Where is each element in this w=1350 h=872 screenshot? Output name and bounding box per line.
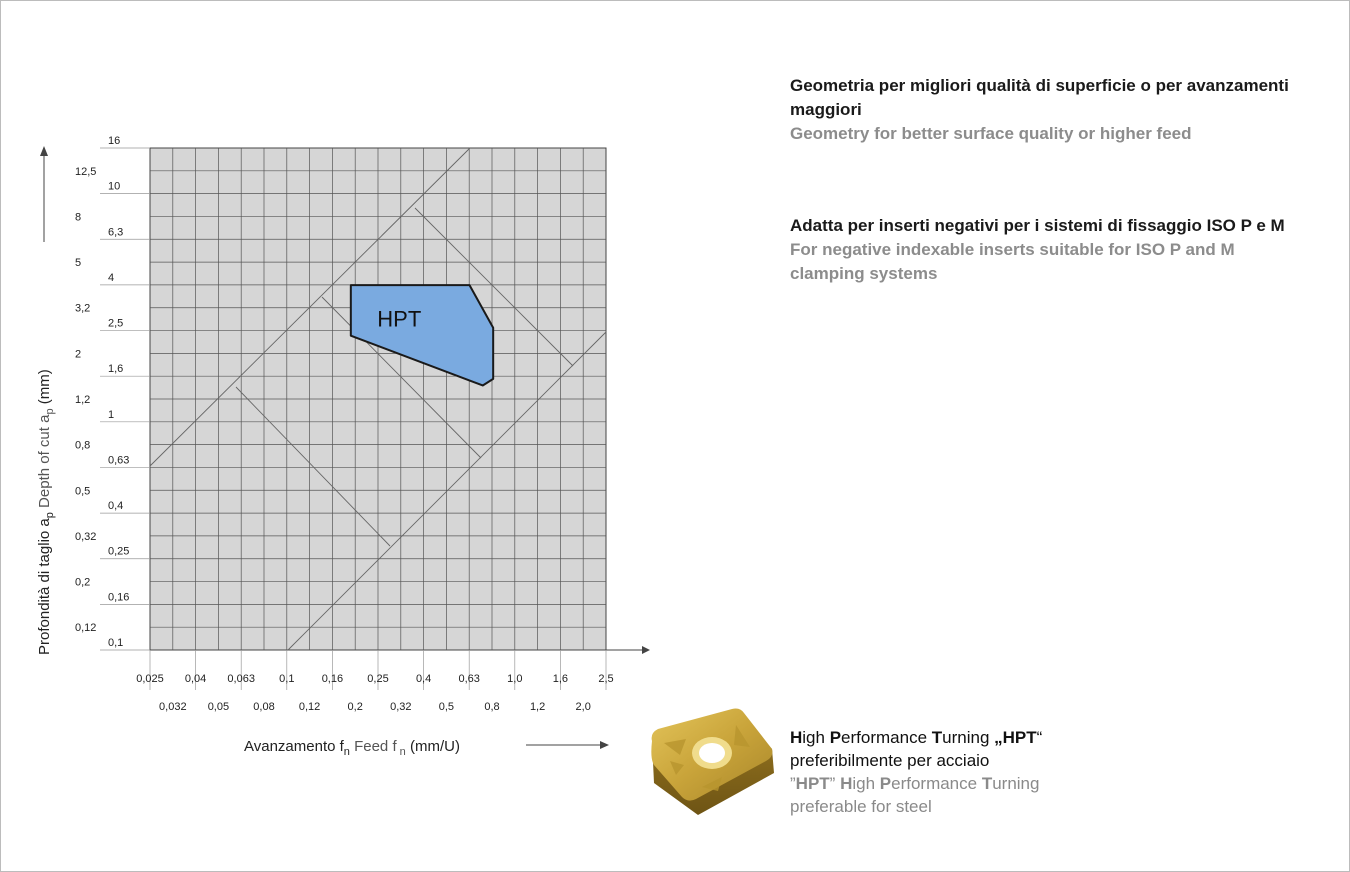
hpt-region-label: HPT — [377, 307, 421, 332]
y-tick-label: 0,2 — [75, 577, 90, 589]
guide-line-diagonal — [414, 207, 574, 367]
clamping-description: Adatta per inserti negativi per i sistem… — [790, 214, 1290, 286]
x-tick-label: 0,8 — [484, 701, 499, 713]
x-tick-label: 0,63 — [458, 673, 479, 685]
clamping-description-en: For negative indexable inserts suitable … — [790, 240, 1235, 283]
y-tick-label: 12,5 — [75, 166, 96, 178]
y-tick-label: 0,32 — [75, 531, 96, 543]
y-tick-label: 0,12 — [75, 622, 96, 634]
y-tick-label: 0,63 — [108, 454, 129, 466]
x-tick-label: 2,5 — [598, 673, 613, 685]
insert-image — [651, 708, 774, 815]
hpt-title-it: High Performance Turning „HPT“ — [790, 728, 1043, 747]
x-tick-label: 0,08 — [253, 701, 274, 713]
x-tick-label: 1,0 — [507, 673, 522, 685]
y-axis-label: Profondità di taglio ap Depth of cut ap … — [36, 369, 56, 655]
x-tick-label: 0,063 — [227, 673, 255, 685]
x-tick-label: 0,25 — [367, 673, 388, 685]
clamping-description-it: Adatta per inserti negativi per i sistem… — [790, 216, 1285, 235]
guide-line-diagonal — [321, 296, 482, 459]
x-label-arrowhead — [600, 741, 609, 749]
y-tick-label: 0,8 — [75, 440, 90, 452]
y-tick-label: 6,3 — [108, 226, 123, 238]
x-tick-label: 1,2 — [530, 701, 545, 713]
hpt-title-en: ”HPT” High Performance Turning — [790, 774, 1040, 793]
x-tick-label: 0,2 — [348, 701, 363, 713]
x-tick-label: 0,05 — [208, 701, 229, 713]
x-tick-label: 0,16 — [322, 673, 343, 685]
y-tick-label: 2 — [75, 348, 81, 360]
x-axis-arrowhead — [642, 646, 650, 654]
guide-line-diagonal — [287, 331, 607, 651]
y-axis-arrowhead — [40, 146, 48, 156]
y-tick-label: 3,2 — [75, 303, 90, 315]
y-tick-label: 1,6 — [108, 363, 123, 375]
x-tick-label: 0,1 — [279, 673, 294, 685]
geometry-description: Geometria per migliori qualità di superf… — [790, 74, 1290, 146]
y-tick-label: 0,4 — [108, 500, 123, 512]
y-tick-label: 10 — [108, 181, 120, 193]
x-tick-label: 0,32 — [390, 701, 411, 713]
geometry-description-en: Geometry for better surface quality or h… — [790, 124, 1192, 143]
y-tick-label: 8 — [75, 211, 81, 223]
x-tick-label: 1,6 — [553, 673, 568, 685]
y-tick-label: 0,25 — [108, 546, 129, 558]
y-tick-label: 0,16 — [108, 591, 129, 603]
guide-line-diagonal — [149, 147, 471, 467]
x-axis-label: Avanzamento fn Feed f n (mm/U) — [244, 738, 460, 758]
y-tick-label: 4 — [108, 272, 114, 284]
x-tick-label: 0,04 — [185, 673, 206, 685]
hpt-region — [349, 284, 495, 387]
y-tick-label: 2,5 — [108, 318, 123, 330]
y-tick-label: 1 — [108, 409, 114, 421]
y-tick-label: 16 — [108, 135, 120, 147]
hpt-usage-it: preferibilmente per acciaio — [790, 751, 990, 770]
y-tick-label: 5 — [75, 257, 81, 269]
x-tick-label: 2,0 — [576, 701, 591, 713]
x-tick-label: 0,4 — [416, 673, 431, 685]
x-tick-label: 0,025 — [136, 673, 164, 685]
hpt-description: High Performance Turning „HPT“ preferibi… — [790, 726, 1290, 818]
hpt-usage-en: preferable for steel — [790, 797, 932, 816]
geometry-description-it: Geometria per migliori qualità di superf… — [790, 76, 1289, 119]
y-tick-label: 1,2 — [75, 394, 90, 406]
x-tick-label: 0,12 — [299, 701, 320, 713]
x-tick-label: 0,5 — [439, 701, 454, 713]
guide-line-diagonal — [235, 386, 391, 547]
x-tick-label: 0,032 — [159, 701, 187, 713]
y-tick-label: 0,1 — [108, 637, 123, 649]
y-tick-label: 0,5 — [75, 485, 90, 497]
